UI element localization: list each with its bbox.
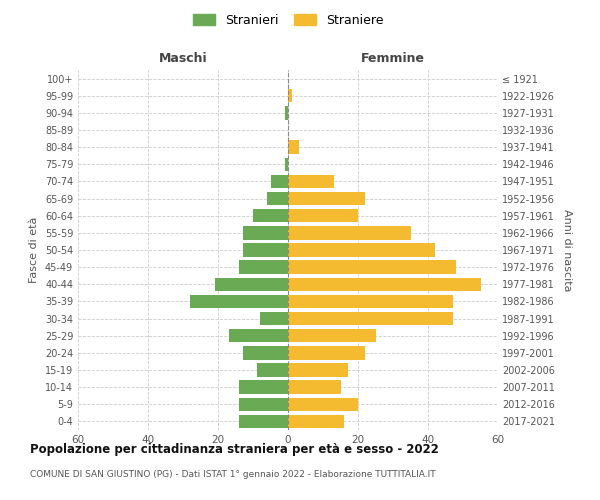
Bar: [288, 89, 292, 102]
Bar: [288, 174, 334, 188]
Bar: [288, 244, 435, 256]
Bar: [242, 346, 288, 360]
Text: COMUNE DI SAN GIUSTINO (PG) - Dati ISTAT 1° gennaio 2022 - Elaborazione TUTTITAL: COMUNE DI SAN GIUSTINO (PG) - Dati ISTAT…: [30, 470, 436, 479]
Bar: [288, 380, 341, 394]
Text: Femmine: Femmine: [361, 52, 425, 65]
Bar: [267, 192, 288, 205]
Legend: Stranieri, Straniere: Stranieri, Straniere: [187, 8, 389, 32]
Bar: [288, 260, 456, 274]
Bar: [288, 364, 347, 376]
Bar: [215, 278, 288, 291]
Bar: [288, 312, 452, 326]
Bar: [253, 209, 288, 222]
Bar: [284, 106, 288, 120]
Bar: [239, 398, 288, 411]
Bar: [260, 312, 288, 326]
Bar: [284, 158, 288, 171]
Bar: [288, 346, 365, 360]
Bar: [288, 209, 358, 222]
Text: Popolazione per cittadinanza straniera per età e sesso - 2022: Popolazione per cittadinanza straniera p…: [30, 442, 439, 456]
Bar: [288, 398, 358, 411]
Bar: [288, 278, 481, 291]
Bar: [288, 294, 452, 308]
Bar: [288, 140, 299, 154]
Bar: [242, 226, 288, 239]
Bar: [239, 380, 288, 394]
Bar: [288, 414, 344, 428]
Bar: [239, 260, 288, 274]
Bar: [190, 294, 288, 308]
Y-axis label: Anni di nascita: Anni di nascita: [562, 209, 572, 291]
Bar: [271, 174, 288, 188]
Bar: [229, 329, 288, 342]
Bar: [288, 329, 376, 342]
Bar: [288, 192, 365, 205]
Text: Maschi: Maschi: [158, 52, 208, 65]
Bar: [257, 364, 288, 376]
Bar: [239, 414, 288, 428]
Bar: [242, 244, 288, 256]
Bar: [288, 226, 410, 239]
Y-axis label: Fasce di età: Fasce di età: [29, 217, 39, 283]
